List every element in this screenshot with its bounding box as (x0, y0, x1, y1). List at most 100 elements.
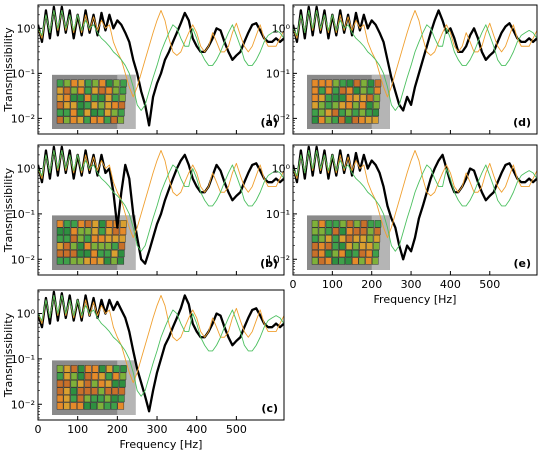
inset-cell (325, 79, 333, 87)
inset-cell (70, 365, 78, 373)
inset-cell (359, 101, 366, 109)
y-tick-label: 10⁻¹ (266, 67, 290, 80)
data-line (38, 150, 284, 252)
inset-cell (83, 402, 91, 410)
inset-cell (63, 249, 71, 258)
panel-label: (e) (513, 257, 531, 270)
inset-cell (70, 86, 78, 95)
inset-cell (351, 116, 359, 124)
inset-cell (70, 227, 78, 235)
inset-cell (97, 394, 105, 403)
inset-cell (331, 116, 339, 124)
inset-cell (112, 227, 120, 235)
inset-cell (372, 257, 379, 265)
inset-cell (56, 242, 64, 250)
inset-cell (325, 116, 332, 124)
inset-cell (318, 94, 326, 102)
inset-cell (339, 101, 346, 109)
inset-cell (359, 94, 367, 102)
axes-frame (292, 144, 538, 276)
y-tick-label: 10⁻¹ (11, 208, 35, 221)
axes-frame (37, 4, 285, 135)
inset-cell (70, 380, 78, 388)
inset-cell (77, 101, 84, 109)
inset-cell (339, 86, 346, 95)
inset-cell (92, 220, 99, 228)
inset-cell (105, 380, 112, 388)
inset-cell (63, 109, 71, 117)
inset-cell (360, 220, 368, 228)
inset-cell (63, 116, 71, 124)
inset-cell (118, 394, 125, 403)
inset-cell (84, 394, 91, 403)
inset-cell (77, 394, 84, 403)
inset-cell (63, 86, 71, 95)
x-tick-label: 500 (479, 278, 500, 291)
inset-cell (70, 402, 77, 410)
inset-cell (325, 249, 332, 258)
inset-cell (318, 249, 325, 258)
inset-cell (77, 372, 85, 380)
inset-cell (373, 235, 381, 243)
inset-cell (98, 387, 105, 395)
inset-cell (119, 94, 126, 102)
inset-cell (325, 257, 332, 265)
y-tick-label: 10⁻¹ (266, 208, 290, 221)
inset-cell (104, 116, 111, 124)
inset-cell (358, 116, 366, 124)
inset-cell (104, 109, 111, 117)
inset-cell (63, 365, 71, 373)
inset-cell (112, 235, 119, 243)
inset-cell (92, 365, 99, 373)
inset-cell (56, 109, 64, 117)
x-tick-label: 500 (226, 423, 247, 436)
inset-cell (332, 242, 339, 250)
inset-cell (63, 380, 71, 388)
inset-cell (374, 227, 381, 235)
y-tick-label: 10⁻² (11, 253, 35, 266)
inset-cell (99, 365, 106, 373)
x-tick-label: 300 (401, 278, 422, 291)
inset-cell (63, 387, 71, 395)
inset-cell (118, 101, 126, 109)
inset-cell (56, 101, 64, 109)
inset-cell (353, 94, 360, 102)
inset-cell (70, 116, 77, 124)
inset-cell (117, 402, 125, 410)
inset-cell (366, 94, 374, 102)
inset-cell (366, 235, 374, 243)
inset-cell (110, 116, 118, 124)
inset-cell (77, 242, 84, 250)
inset-photo (307, 74, 390, 129)
inset-cell (98, 86, 106, 95)
data-line (38, 9, 284, 111)
inset-cell (56, 227, 64, 235)
inset-cell (84, 372, 92, 380)
inset-cell (97, 257, 104, 265)
inset-cell (353, 227, 360, 235)
inset-cell (90, 116, 98, 124)
y-axis-label: Transmissibility (2, 167, 15, 253)
inset-cell (112, 372, 120, 380)
axes-frame (37, 289, 285, 421)
inset-cell (332, 79, 340, 87)
inset-cell (117, 257, 125, 265)
axes-frame (292, 4, 538, 135)
inset-cell (90, 257, 98, 265)
inset-cell (70, 372, 78, 380)
inset-cell (325, 220, 333, 228)
inset-cell (338, 109, 346, 117)
inset-cell (104, 394, 111, 403)
inset-cell (367, 227, 374, 235)
inset-cell (318, 86, 326, 95)
inset-cell (77, 402, 84, 410)
inset-cell (360, 86, 367, 95)
panel: 10⁻² 10⁻¹ 10⁰ 0 100 200 300 400 500 Frequency [Hz… (266, 144, 538, 306)
inset-cell (56, 394, 64, 403)
inset-cell (345, 257, 352, 265)
x-tick-label: 0 (290, 278, 297, 291)
inset-cell (372, 109, 380, 117)
inset-photo (52, 74, 136, 129)
inset-cell (359, 242, 366, 250)
inset-cell (360, 79, 368, 87)
